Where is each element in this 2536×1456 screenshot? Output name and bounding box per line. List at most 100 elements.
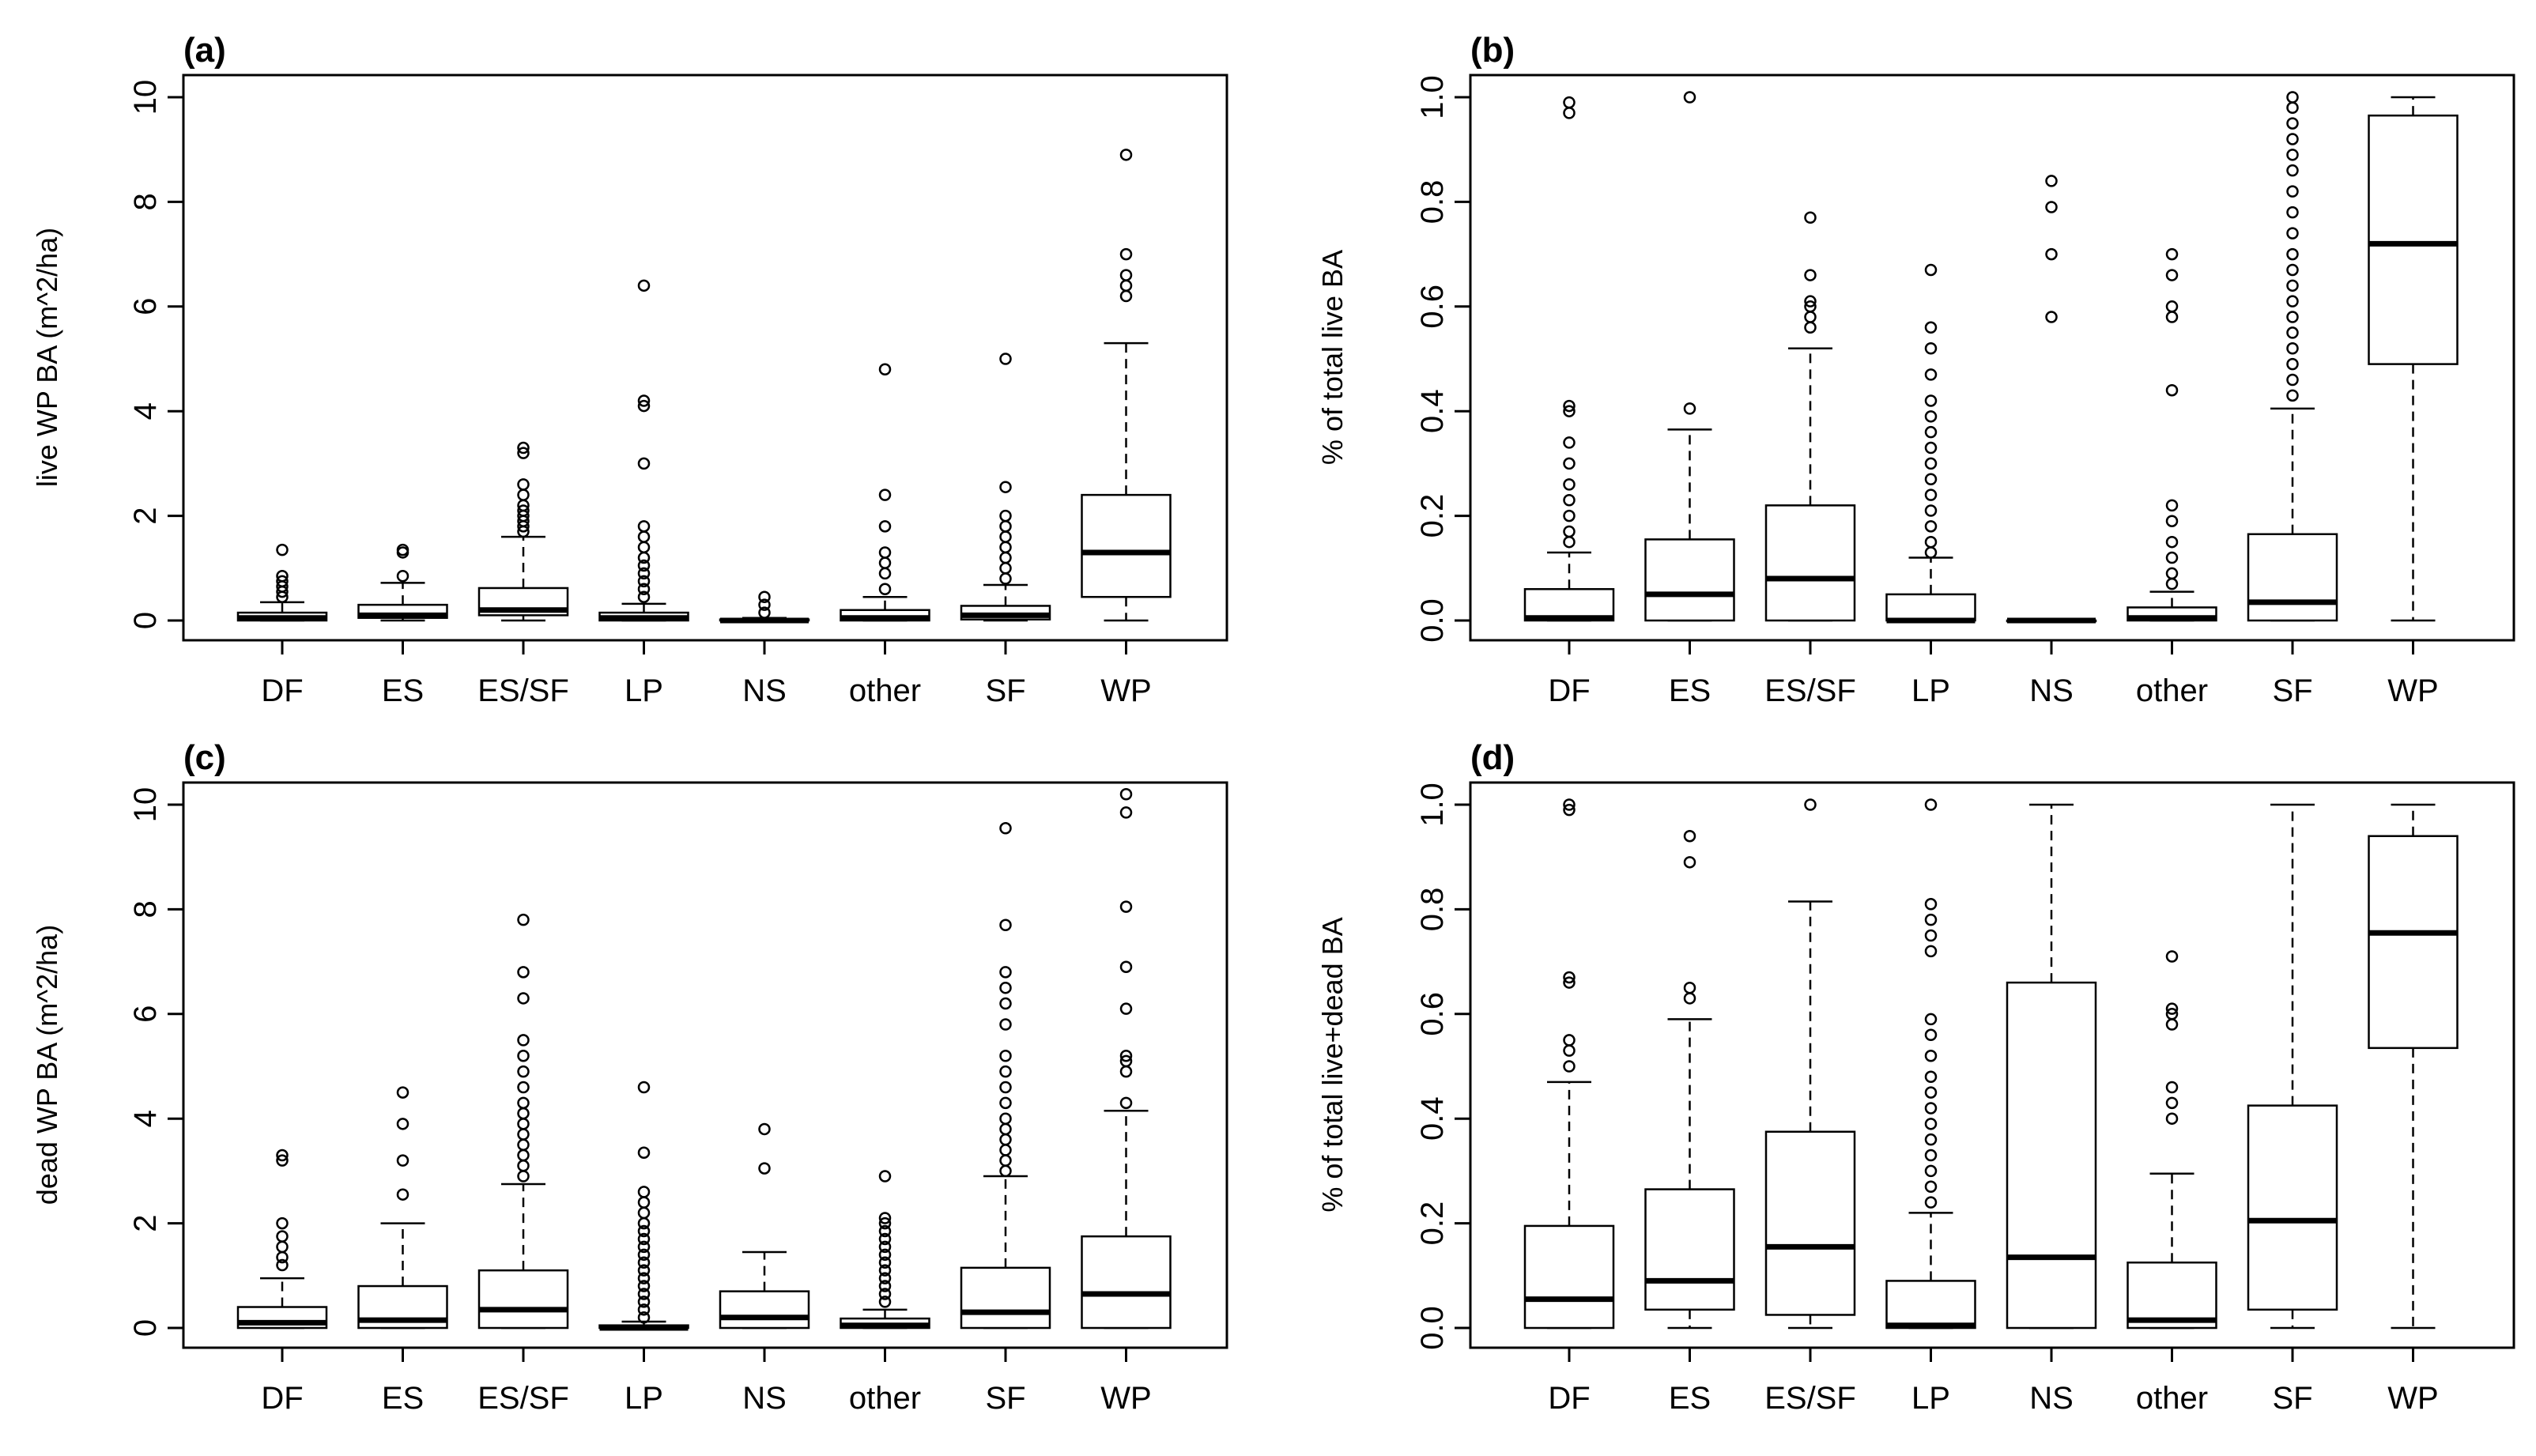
- outlier-point: [999, 1018, 1012, 1031]
- outlier-point: [637, 567, 651, 580]
- outlier-point: [2165, 535, 2179, 549]
- box: [719, 1290, 810, 1330]
- outlier-point: [1563, 803, 1576, 817]
- outlier-point: [517, 913, 530, 926]
- outlier-point: [637, 1146, 651, 1159]
- category-label: NS: [2029, 1381, 2074, 1416]
- y-tick-label: 1.0: [1415, 75, 1450, 119]
- box: [1644, 1188, 1735, 1311]
- category-label: ES/SF: [477, 1381, 569, 1416]
- outlier-point: [637, 583, 651, 596]
- box: [960, 1266, 1051, 1330]
- outlier-point: [637, 520, 651, 533]
- outlier-point: [1563, 509, 1576, 522]
- boxplot-marks: 0.0 0.2 0.4 0.6 0.8 1.0 DF ES ES/SF LP NS other SF WP: [1415, 75, 2459, 708]
- outlier-point: [517, 966, 530, 979]
- outlier-point: [999, 1096, 1012, 1110]
- outlier-point: [517, 504, 530, 517]
- outlier-point: [1563, 457, 1576, 470]
- y-axis-label: dead WP BA (m^2/ha): [31, 925, 63, 1205]
- outlier-point: [1924, 1180, 1938, 1194]
- outlier-point: [1924, 945, 1938, 958]
- y-tick-label: 0.2: [1415, 1201, 1450, 1246]
- outlier-point: [1683, 402, 1696, 415]
- outlier-point: [1119, 1050, 1133, 1062]
- outlier-point: [396, 569, 409, 583]
- outlier-point: [1563, 798, 1576, 811]
- y-tick-label: 0.2: [1415, 494, 1450, 538]
- outlier-point: [1119, 1054, 1133, 1068]
- outlier-point: [1924, 425, 1938, 439]
- outlier-point: [1804, 211, 1817, 224]
- y-tick-label: 2: [128, 1214, 163, 1232]
- boxplot-marks: 0.0 0.2 0.4 0.6 0.8 1.0 DF ES ES/SF LP NS other SF WP: [1415, 783, 2459, 1416]
- box: [1081, 1235, 1172, 1330]
- outlier-point: [637, 457, 651, 470]
- category-label: SF: [985, 673, 1025, 708]
- category-label: SF: [2272, 673, 2312, 708]
- outlier-point: [276, 1230, 289, 1243]
- outlier-point: [1924, 1118, 1938, 1130]
- outlier-point: [2286, 342, 2299, 355]
- panel-label: (d): [1470, 738, 1515, 777]
- outlier-point: [878, 1280, 892, 1292]
- boxplot-marks: 0 2 4 6 8 10 DF ES ES/SF LP NS other SF WP: [128, 80, 1172, 708]
- y-tick-label: 2: [128, 507, 163, 524]
- box: [1644, 538, 1735, 622]
- outlier-point: [276, 543, 289, 556]
- outlier-point: [2165, 950, 2179, 963]
- outlier-point: [276, 575, 289, 588]
- outlier-point: [878, 520, 892, 533]
- outlier-point: [999, 981, 1012, 994]
- outlier-point: [1924, 898, 1938, 911]
- outlier-point: [878, 546, 892, 559]
- outlier-point: [878, 1240, 892, 1254]
- outlier-point: [999, 966, 1012, 979]
- outlier-point: [878, 1272, 892, 1284]
- y-tick-label: 4: [128, 402, 163, 420]
- outlier-point: [2286, 263, 2299, 277]
- outlier-point: [1683, 856, 1696, 869]
- outlier-point: [276, 1258, 289, 1272]
- outlier-point: [999, 1112, 1012, 1125]
- outlier-point: [1119, 149, 1133, 161]
- outlier-point: [637, 1264, 651, 1277]
- outlier-point: [1924, 913, 1938, 926]
- outlier-point: [878, 1248, 892, 1262]
- outlier-point: [2045, 247, 2058, 261]
- outlier-point: [1924, 535, 1938, 549]
- outlier-point: [1119, 269, 1133, 281]
- outlier-point: [517, 1050, 530, 1062]
- outlier-point: [637, 1256, 651, 1269]
- box: [477, 1269, 569, 1330]
- y-tick-label: 1.0: [1415, 783, 1450, 827]
- outlier-point: [1804, 798, 1817, 811]
- outlier-point: [396, 1188, 409, 1201]
- outlier-point: [1924, 321, 1938, 334]
- outlier-point: [1924, 1102, 1938, 1115]
- outlier-point: [637, 1232, 651, 1246]
- box: [1523, 1224, 1615, 1330]
- outlier-point: [1924, 504, 1938, 517]
- outlier-point: [2165, 383, 2179, 397]
- category-label: NS: [742, 673, 787, 708]
- outlier-point: [1804, 269, 1817, 281]
- outlier-point: [878, 583, 892, 596]
- outlier-point: [1683, 829, 1696, 843]
- box: [2247, 1104, 2338, 1311]
- outlier-point: [758, 1162, 771, 1175]
- outlier-point: [276, 1216, 289, 1230]
- outlier-point: [2286, 149, 2299, 161]
- outlier-point: [396, 543, 409, 556]
- outlier-point: [1804, 300, 1817, 313]
- plot-frame: [1469, 74, 2515, 642]
- category-label: LP: [625, 673, 663, 708]
- outlier-point: [637, 1081, 651, 1094]
- outlier-point: [2286, 133, 2299, 145]
- outlier-point: [1924, 1133, 1938, 1146]
- outlier-point: [999, 1081, 1012, 1094]
- outlier-point: [396, 1118, 409, 1130]
- outlier-point: [396, 1086, 409, 1099]
- outlier-point: [878, 1264, 892, 1277]
